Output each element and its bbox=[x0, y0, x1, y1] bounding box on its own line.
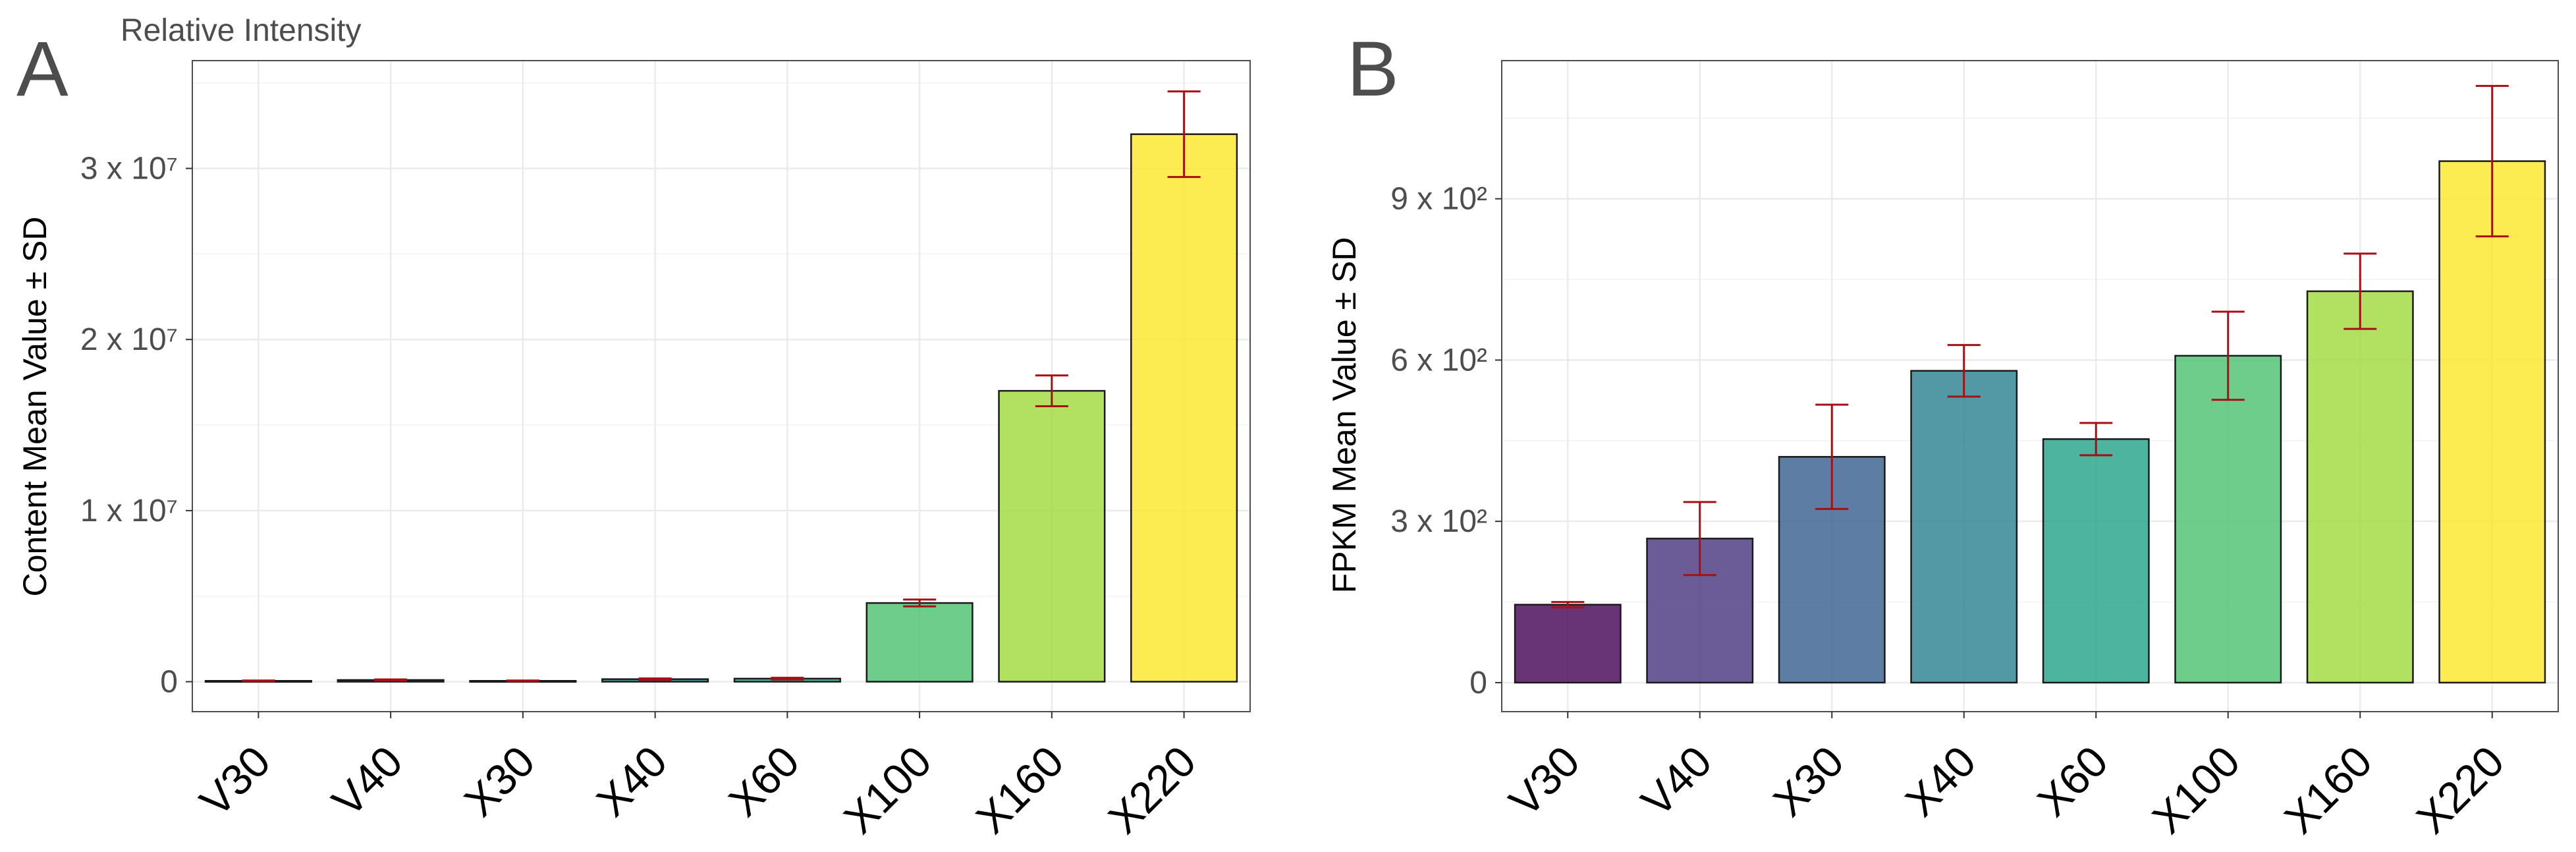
error-bar-x160 bbox=[1035, 374, 1068, 408]
error-bar-x60 bbox=[771, 677, 804, 681]
bar-x160 bbox=[2306, 290, 2414, 684]
panel-b-letter: B bbox=[1347, 26, 1399, 113]
x-tick-label: X60 bbox=[2028, 737, 2117, 826]
bar-v30 bbox=[1514, 604, 1622, 684]
x-tick-label: X220 bbox=[2407, 737, 2513, 843]
x-tick-label: X100 bbox=[835, 737, 941, 843]
chart-a: 0 1 x 10⁷ 2 x 10⁷ 3 x 10⁷ V30 V40 X30 X40 X60 X10… bbox=[16, 60, 1251, 843]
bar-x220 bbox=[1130, 133, 1238, 683]
y-tick-label: 6 x 10² bbox=[1390, 343, 1487, 378]
bar-x100 bbox=[2174, 355, 2282, 684]
bar-x220 bbox=[2438, 160, 2546, 684]
error-bar-x40 bbox=[638, 677, 672, 681]
error-bar-x100 bbox=[903, 598, 937, 608]
y-tick-label: 3 x 10⁷ bbox=[80, 152, 178, 186]
x-tick-label: X40 bbox=[587, 737, 676, 826]
bar-x160 bbox=[998, 389, 1106, 683]
error-bar-x100 bbox=[2211, 310, 2245, 401]
x-tick-label: V40 bbox=[323, 737, 412, 826]
x-tick-label: X100 bbox=[2143, 737, 2249, 843]
y-tick-label: 0 bbox=[160, 665, 178, 700]
y-tick-label: 1 x 10⁷ bbox=[80, 494, 178, 528]
x-tick-label: X220 bbox=[1099, 737, 1205, 843]
error-bar-x160 bbox=[2343, 252, 2377, 330]
bar-x40 bbox=[1910, 370, 2018, 684]
error-bar-x220 bbox=[1167, 90, 1201, 179]
x-tick-label: X30 bbox=[454, 737, 543, 826]
error-bar-x40 bbox=[1947, 344, 1981, 398]
chart-a-title: Relative Intensity bbox=[121, 13, 362, 48]
bar-x100 bbox=[865, 602, 973, 683]
x-tick-label: V40 bbox=[1631, 737, 1720, 826]
x-tick-label: X160 bbox=[2275, 737, 2381, 843]
x-tick-label: X60 bbox=[719, 737, 808, 826]
panel-border bbox=[192, 60, 1251, 712]
error-bar-x30 bbox=[1815, 403, 1849, 510]
x-tick-label: X40 bbox=[1896, 737, 1985, 826]
panel-border bbox=[1501, 60, 2559, 712]
panel-a-letter: A bbox=[16, 26, 69, 113]
y-tick-label: 0 bbox=[1469, 666, 1487, 700]
error-bar-v40 bbox=[1683, 501, 1716, 577]
bar-x60 bbox=[2042, 438, 2150, 684]
y-axis-label: Content Mean Value ± SD bbox=[16, 217, 53, 597]
x-tick-label: V30 bbox=[190, 737, 279, 826]
y-tick-label: 9 x 10² bbox=[1390, 182, 1487, 217]
error-bar-v40 bbox=[374, 678, 408, 682]
error-bar-x60 bbox=[2079, 422, 2113, 457]
error-bar-x220 bbox=[2475, 84, 2509, 238]
y-axis-label: FPKM Mean Value ± SD bbox=[1326, 237, 1363, 594]
y-tick-label: 2 x 10⁷ bbox=[80, 322, 178, 357]
error-bar-v30 bbox=[1551, 601, 1585, 609]
x-tick-label: X30 bbox=[1764, 737, 1853, 826]
x-tick-label: X160 bbox=[966, 737, 1072, 843]
chart-b: 0 3 x 10² 6 x 10² 9 x 10² V30 V40 X30 X40 X60 X10… bbox=[1326, 60, 2559, 843]
x-tick-label: V30 bbox=[1500, 737, 1589, 826]
y-tick-label: 3 x 10² bbox=[1390, 504, 1487, 539]
